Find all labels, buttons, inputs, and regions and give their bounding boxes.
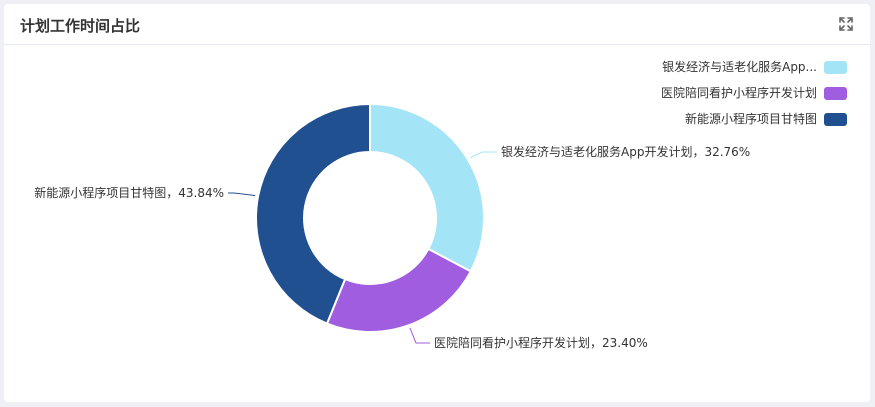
donut-chart: 银发经济与适老化服务App开发计划，32.76% 医院陪同看护小程序开发计划，23… (34, 59, 847, 350)
legend-item-label[interactable]: 医院陪同看护小程序开发计划 (661, 85, 817, 100)
leader-line (409, 327, 430, 344)
expand-icon[interactable] (838, 16, 854, 32)
slice-label: 医院陪同看护小程序开发计划，23.40% (434, 335, 648, 350)
chart-area: 银发经济与适老化服务App开发计划，32.76% 医院陪同看护小程序开发计划，23… (4, 45, 870, 402)
chart-card: 计划工作时间占比 银发经济与适老化服务App开发计划，32.76% 医院陪同看护小… (4, 4, 870, 402)
slice-label: 新能源小程序项目甘特图，43.84% (34, 185, 224, 200)
slice-label: 银发经济与适老化服务App开发计划，32.76% (501, 144, 750, 159)
card-title: 计划工作时间占比 (20, 17, 141, 35)
legend-swatch[interactable] (824, 87, 847, 100)
card-header: 计划工作时间占比 (4, 4, 870, 45)
leader-line (228, 192, 256, 196)
donut-slice[interactable] (369, 102, 485, 273)
legend-item-label[interactable]: 新能源小程序项目甘特图 (685, 111, 817, 126)
donut-slice[interactable] (255, 102, 371, 325)
legend-item-label[interactable]: 银发经济与适老化服务App... (662, 59, 817, 74)
legend-swatch[interactable] (824, 61, 847, 74)
donut-slice[interactable] (325, 247, 473, 333)
legend-swatch[interactable] (824, 113, 847, 126)
leader-line (470, 151, 497, 159)
